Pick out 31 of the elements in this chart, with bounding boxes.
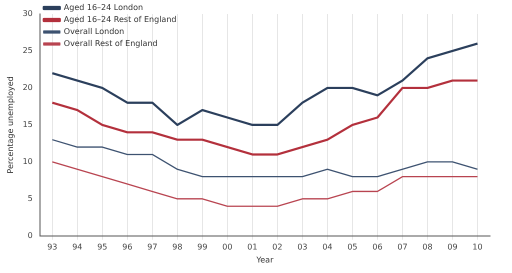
y-tick-label: 5 (28, 194, 33, 203)
x-tick-label: 04 (322, 242, 333, 252)
x-axis-title: Year (255, 255, 274, 264)
legend-label: Aged 16–24 London (64, 3, 144, 12)
y-tick-label: 15 (22, 120, 33, 129)
x-tick-label: 01 (247, 242, 258, 252)
y-tick-label: 0 (28, 230, 33, 240)
y-tick-label: 10 (22, 156, 33, 166)
x-tick-label: 07 (397, 242, 408, 252)
x-tick-label: 09 (447, 242, 458, 252)
y-axis-title: Percentage unemployed (6, 76, 15, 174)
x-tick-label: 99 (197, 242, 208, 252)
y-tick-label: 20 (22, 83, 33, 92)
y-tick-label: 30 (22, 9, 33, 18)
x-tick-label: 97 (147, 242, 158, 252)
x-tick-label: 03 (297, 242, 308, 252)
legend-label: Overall Rest of England (64, 39, 158, 48)
x-tick-label: 00 (222, 242, 232, 252)
x-tick-label: 06 (372, 242, 383, 252)
x-tick-label: 08 (422, 242, 433, 252)
x-tick-label: 02 (272, 242, 282, 252)
x-tick-label: 93 (47, 242, 58, 252)
x-tick-label: 05 (347, 242, 358, 252)
legend-label: Aged 16–24 Rest of England (64, 15, 176, 24)
x-tick-label: 95 (97, 242, 108, 252)
x-tick-label: 96 (122, 242, 132, 252)
x-tick-label: 94 (72, 242, 82, 252)
x-tick-label: 10 (472, 242, 483, 252)
x-tick-label: 98 (172, 242, 182, 252)
legend-label: Overall London (64, 27, 124, 36)
y-tick-label: 25 (22, 46, 33, 56)
